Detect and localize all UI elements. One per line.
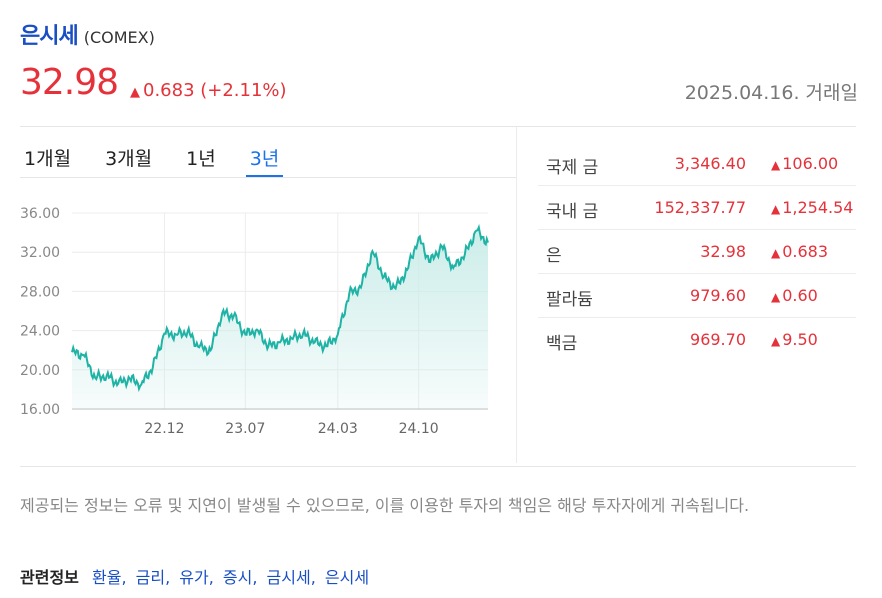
y-tick-label: 28.00 [20,284,60,300]
y-tick-label: 24.00 [20,324,60,340]
current-price: 32.98 [20,62,119,103]
related-link-interest-rate[interactable]: 금리 [135,568,166,587]
divider [516,127,517,463]
related-link-oil-price[interactable]: 유가 [179,568,209,587]
metal-name: 은 [546,246,562,266]
metal-change: ▲ 1,254.54 [771,198,853,217]
y-tick-label: 16.00 [20,402,60,418]
tab-1month[interactable]: 1개월 [24,148,72,170]
trade-date: 2025.04.16. 거래일 [684,82,858,104]
metal-value: 152,337.77 [654,198,746,217]
related-label: 관련정보 [20,568,79,587]
metal-row-palladium[interactable]: 팔라듐 979.60 ▲ 0.60 [538,274,856,318]
related-link-stock-market[interactable]: 증시 [222,568,253,587]
x-tick-label: 22.12 [144,421,184,437]
price-change-text: 0.683 (+2.11%) [143,80,287,101]
y-tick-label: 20.00 [20,363,60,379]
related-link-silver-price[interactable]: 은시세 [324,568,370,587]
tab-1year[interactable]: 1년 [186,148,216,170]
metal-change-text: 0.683 [782,242,829,261]
triangle-up-icon: ▲ [771,334,781,348]
metals-table: 국제 금 3,346.40 ▲ 106.00 국내 금 152,337.77 ▲ 1… [538,142,856,362]
metal-name: 백금 [546,334,578,354]
exchange-label: (COMEX) [83,28,155,47]
y-tick-label: 32.00 [20,245,60,261]
metal-change-text: 0.60 [782,286,818,305]
disclaimer-text: 제공되는 정보는 오류 및 지연이 발생될 수 있으므로, 이를 이용한 투자의… [20,496,750,515]
metal-value: 969.70 [690,330,746,349]
x-tick-label: 24.03 [318,421,358,437]
metal-value: 32.98 [700,242,746,261]
y-tick-label: 36.00 [20,206,60,222]
related-info: 관련정보 환율, 금리, 유가, 증시, 금시세, 은시세 [20,568,370,587]
tab-3months[interactable]: 3개월 [105,148,153,170]
tab-3years[interactable]: 3년 [245,144,284,177]
metal-row-platinum[interactable]: 백금 969.70 ▲ 9.50 [538,318,856,362]
metal-change: ▲ 0.60 [771,286,818,305]
price-chart: 36.00 32.00 28.00 24.00 20.00 16.00 22.12 23.07… [20,206,489,437]
page-title: 은시세 (COMEX) [20,18,155,50]
triangle-up-icon: ▲ [771,202,781,216]
metal-row-intl-gold[interactable]: 국제 금 3,346.40 ▲ 106.00 [538,142,856,186]
triangle-up-icon: ▲ [771,246,781,260]
commodity-name: 은시세 [20,24,79,49]
metal-name: 국제 금 [546,158,599,178]
divider [20,177,516,178]
metal-change-text: 9.50 [782,330,818,349]
metal-row-silver[interactable]: 은 32.98 ▲ 0.683 [538,230,856,274]
quote-row: 32.98 ▲ 0.683 (+2.11%) 2025.04.16. 거래일 [20,62,858,106]
metal-change-text: 106.00 [782,154,839,173]
metal-value: 3,346.40 [674,154,746,173]
divider [20,126,856,127]
metal-row-domestic-gold[interactable]: 국내 금 152,337.77 ▲ 1,254.54 [538,186,856,230]
metal-change: ▲ 0.683 [771,242,828,261]
price-line [71,223,489,393]
triangle-up-icon: ▲ [771,290,781,304]
price-area [72,227,488,409]
x-tick-label: 24.10 [399,421,439,437]
period-tabs: 1개월 3개월 1년 3년 [20,144,309,177]
metal-name: 국내 금 [546,202,599,222]
triangle-up-icon: ▲ [771,158,781,172]
price-change: ▲ 0.683 (+2.11%) [130,80,287,101]
related-link-exchange-rate[interactable]: 환율 [91,568,122,587]
metal-value: 979.60 [690,286,746,305]
divider [20,466,856,467]
metal-change: ▲ 106.00 [771,154,838,173]
triangle-up-icon: ▲ [130,85,140,100]
metal-change-text: 1,254.54 [782,198,854,217]
metal-change: ▲ 9.50 [771,330,818,349]
metal-name: 팔라듐 [546,290,593,310]
related-link-gold-price[interactable]: 금시세 [266,568,311,587]
x-tick-label: 23.07 [225,421,265,437]
